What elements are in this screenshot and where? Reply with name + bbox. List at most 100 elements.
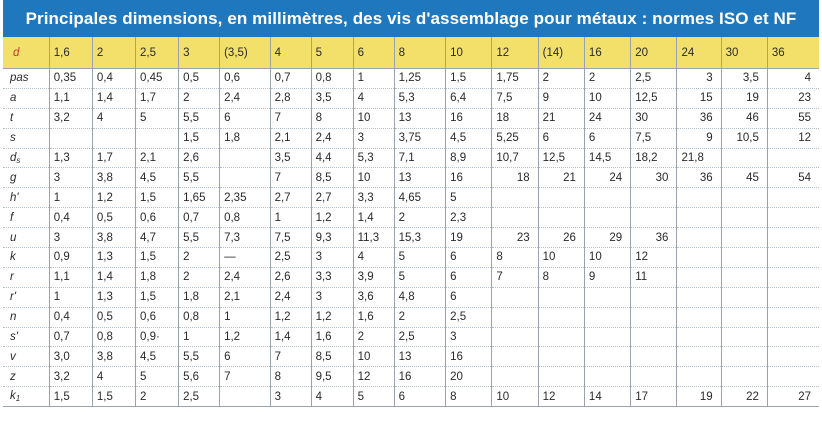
table-cell xyxy=(537,207,585,229)
table-cell: 3,3 xyxy=(310,267,354,288)
table-cell: 0,7 xyxy=(269,68,312,89)
header-cell: 36 xyxy=(766,37,819,69)
table-cell xyxy=(766,366,819,388)
table-cell: 3,8 xyxy=(91,167,136,189)
table-cell: 1,3 xyxy=(91,287,136,308)
table-cell: 26 xyxy=(537,227,585,249)
table-cell xyxy=(676,366,722,388)
table-row: f 0,4 0,5 0,6 0,7 0,8 1 1,2 1,4 2 2,3 xyxy=(3,207,819,229)
table-cell: 7 xyxy=(269,108,312,129)
table-cell: 13 xyxy=(393,108,446,129)
table-cell: 10 xyxy=(352,167,395,189)
table-row: z 3,2 4 5 5,6 7 8 9,5 12 16 20 xyxy=(3,366,819,388)
table-cell: 1,65 xyxy=(178,187,220,209)
header-cell: 6 xyxy=(352,37,395,69)
row-label: u xyxy=(3,227,50,249)
table-cell: 14,5 xyxy=(583,148,631,169)
table-cell xyxy=(720,267,768,288)
table-cell: 19 xyxy=(720,88,768,109)
table-cell: 11 xyxy=(630,267,677,288)
table-cell xyxy=(91,128,136,149)
table-cell xyxy=(720,346,768,368)
header-cell: 10 xyxy=(445,37,492,69)
table-cell: 8,5 xyxy=(310,346,354,368)
table-cell: 3,2 xyxy=(48,108,93,129)
table-cell: 5 xyxy=(393,247,446,268)
table-cell: 10,5 xyxy=(720,128,768,149)
table-cell: 23 xyxy=(766,88,819,109)
table-cell: 10 xyxy=(491,386,539,408)
table-cell: 5 xyxy=(393,267,446,288)
table-row: v 3,0 3,8 4,5 5,5 6 7 8,5 10 13 16 xyxy=(3,346,819,368)
table-cell: 1,4 xyxy=(91,88,136,109)
table-cell: 7 xyxy=(269,346,312,368)
table-cell xyxy=(491,366,539,388)
table-cell: 4 xyxy=(91,366,136,388)
table-cell: 4,7 xyxy=(134,227,179,249)
header-cell: 3 xyxy=(178,37,220,69)
table-row: k1 1,5 1,5 2 2,5 3 4 5 6 8 10 12 14 17 19 22 27 xyxy=(3,386,819,408)
table-cell: 12 xyxy=(766,128,819,149)
table-cell: 0,5 xyxy=(91,307,136,328)
table-cell: 2 xyxy=(178,267,220,288)
table-cell: 5,3 xyxy=(352,148,395,169)
table-cell: 1,2 xyxy=(310,307,354,328)
table-cell: 7,5 xyxy=(491,88,539,109)
table-cell xyxy=(720,287,768,308)
table-cell: 4,5 xyxy=(445,128,492,149)
table-cell: 46 xyxy=(720,108,768,129)
table-cell: 3,8 xyxy=(91,346,136,368)
table-cell: 2,1 xyxy=(219,287,271,308)
table-cell: 14 xyxy=(583,386,631,408)
table-cell: 15 xyxy=(676,88,722,109)
table-cell: 54 xyxy=(766,167,819,189)
table-cell: 1,8 xyxy=(134,267,179,288)
table-cell: 1,4 xyxy=(352,207,395,229)
table-cell: 1 xyxy=(269,207,312,229)
table-row: h' 1 1,2 1,5 1,65 2,35 2,7 2,7 3,3 4,65 5 xyxy=(3,187,819,209)
row-label: n xyxy=(3,307,50,328)
table-cell: 0,6 xyxy=(219,68,271,89)
table-cell: 16 xyxy=(445,108,492,129)
row-label: f xyxy=(3,207,50,229)
table-cell: 2,1 xyxy=(134,148,179,169)
row-label: s xyxy=(3,128,50,149)
table-cell: 0,5 xyxy=(91,207,136,229)
dimensions-table-panel: Principales dimensions, en millimètres, … xyxy=(3,0,819,440)
table-cell xyxy=(583,307,631,328)
table-cell: 16 xyxy=(445,167,492,189)
table-cell: 1 xyxy=(219,307,271,328)
table-cell: 8,9 xyxy=(445,148,492,169)
table-cell: 2,4 xyxy=(219,88,271,109)
table-row: r 1,1 1,4 1,8 2 2,4 2,6 3,3 3,9 5 6 7 8 9 11 xyxy=(3,267,819,288)
table-cell xyxy=(676,346,722,368)
table-cell xyxy=(630,207,677,229)
table-cell: 10 xyxy=(352,346,395,368)
table-cell: 5,5 xyxy=(178,346,220,368)
table-cell: 4 xyxy=(310,386,354,408)
table-row: g 3 3,8 4,5 5,5 7 8,5 10 13 16 18 21 24 30 36 45 54 xyxy=(3,167,819,189)
table-cell xyxy=(676,247,722,268)
table-row: r' 1 1,3 1,5 1,8 2,1 2,4 3 3,6 4,8 6 xyxy=(3,287,819,308)
table-cell: 5 xyxy=(445,187,492,209)
table-cell: 1,5 xyxy=(91,386,136,408)
table-cell: 1,4 xyxy=(91,267,136,288)
table-cell: 2,5 xyxy=(269,247,312,268)
table-cell xyxy=(676,287,722,308)
table-cell: 5 xyxy=(134,108,179,129)
table-cell xyxy=(537,346,585,368)
table-cell: 15,3 xyxy=(393,227,446,249)
table-cell: 8 xyxy=(310,108,354,129)
table-cell: 3,5 xyxy=(720,68,768,89)
table-cell: 1,5 xyxy=(178,128,220,149)
table-cell xyxy=(491,307,539,328)
table-cell xyxy=(583,287,631,308)
table-cell xyxy=(766,148,819,169)
table-cell: 0,4 xyxy=(48,207,93,229)
table-cell: 9 xyxy=(583,267,631,288)
table-cell: 12,5 xyxy=(630,88,677,109)
table-cell: 10,7 xyxy=(491,148,539,169)
table-cell xyxy=(583,207,631,229)
table-cell: 10 xyxy=(583,247,631,268)
table-cell xyxy=(766,346,819,368)
